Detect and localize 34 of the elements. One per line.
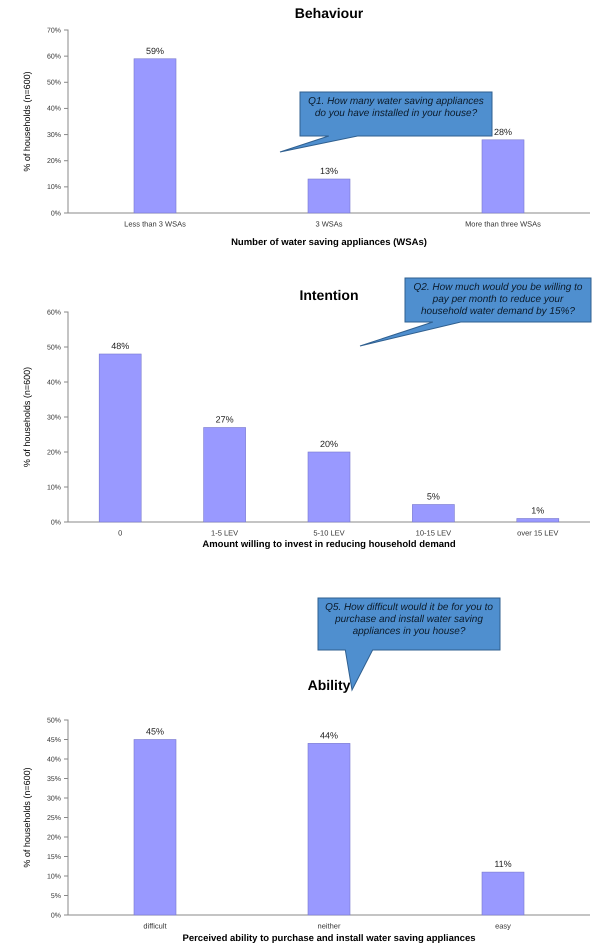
- data-label: 28%: [494, 126, 512, 137]
- data-label: 1%: [531, 506, 544, 516]
- data-label: 45%: [146, 726, 164, 736]
- bar: [98, 354, 142, 522]
- data-label: 44%: [320, 730, 338, 740]
- data-label: 48%: [111, 341, 130, 351]
- y-axis-title: % of households (n=600): [22, 767, 32, 868]
- annotation: Q1. How many water saving appliances do you have installed in your house?: [308, 96, 484, 119]
- bar: [134, 58, 176, 214]
- data-label: 5%: [426, 492, 440, 502]
- bar: [482, 140, 524, 214]
- chart-title: Intention: [299, 287, 359, 303]
- chart-title: Ability: [308, 677, 351, 693]
- bar: [308, 743, 350, 916]
- bar: [134, 739, 176, 916]
- x-axis-title: Number of water saving appliances (WSAs): [231, 237, 427, 248]
- bar: [516, 518, 560, 522]
- y-axis-title: % of households (n=600): [22, 71, 32, 172]
- data-label: 11%: [494, 859, 512, 870]
- y-axis-title: % of households (n=600): [22, 366, 32, 468]
- x-axis-title: Perceived ability to purchase and install water saving appliances: [182, 933, 476, 944]
- text: Q5. How difficult would it be for you to purchase and install water saving appliances in you house?: [325, 602, 494, 637]
- data-label: 20%: [320, 439, 338, 449]
- bar: [203, 427, 246, 522]
- bar: [308, 452, 350, 522]
- data-label: 59%: [146, 46, 164, 56]
- bar: [482, 872, 524, 916]
- data-label: 13%: [320, 166, 338, 176]
- annotation: Q2. How much would you be willing to pay per month to reduce your household water demand by 15%?: [414, 282, 583, 317]
- bar: [308, 178, 350, 214]
- chart-title: Behaviour: [294, 5, 364, 21]
- x-axis-title: Amount willing to invest in reducing household demand: [202, 539, 456, 550]
- bar: [412, 504, 455, 522]
- data-label: 27%: [216, 414, 234, 424]
